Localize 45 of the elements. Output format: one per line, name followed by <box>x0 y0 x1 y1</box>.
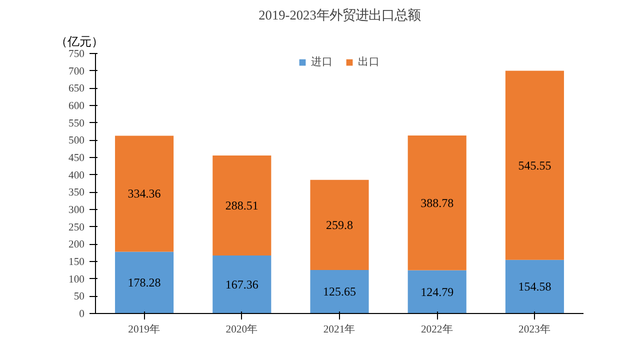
y-tick-label: 250 <box>68 222 84 234</box>
bar <box>115 252 174 314</box>
chart-title: 2019-2023年外贸进出口总额 <box>258 8 420 22</box>
y-tick-label: 650 <box>68 84 84 95</box>
y-tick-label: 700 <box>68 66 84 78</box>
y-tick-label: 600 <box>68 101 84 112</box>
y-tick-label: 500 <box>68 136 84 147</box>
y-tick-label: 450 <box>68 153 84 164</box>
legend-label: 出口 <box>358 55 380 69</box>
x-tick-label: 2020年 <box>226 324 258 336</box>
y-tick-label: 50 <box>74 292 84 303</box>
y-tick-label: 150 <box>68 257 84 268</box>
x-tick-label: 2022年 <box>420 324 454 336</box>
data-label: 178.28 <box>128 276 161 290</box>
bar <box>310 270 369 314</box>
legend-label: 进口 <box>311 55 333 69</box>
data-label: 167.36 <box>225 277 258 292</box>
data-label: 334.36 <box>128 186 161 201</box>
bar <box>212 255 272 314</box>
data-label: 288.51 <box>225 198 258 212</box>
y-axis-title: （亿元） <box>56 34 104 48</box>
bar <box>505 70 564 260</box>
y-tick-label: 300 <box>68 205 84 216</box>
bar <box>505 260 564 314</box>
y-tick-label: 750 <box>68 49 84 60</box>
bar <box>310 180 369 270</box>
data-label: 125.65 <box>323 284 356 299</box>
data-label: 545.55 <box>518 158 552 172</box>
y-tick-label: 100 <box>68 274 84 286</box>
y-tick-label: 400 <box>68 170 84 182</box>
data-label: 154.58 <box>518 280 552 294</box>
y-tick-label: 200 <box>68 240 84 251</box>
bar <box>115 136 174 252</box>
data-label: 259.8 <box>326 218 353 232</box>
x-tick-label: 2023年 <box>518 324 551 336</box>
x-tick-label: 2021年 <box>323 324 356 336</box>
bar <box>408 135 466 270</box>
data-label: 388.78 <box>420 196 454 210</box>
y-tick-label: 550 <box>68 118 84 130</box>
bar <box>212 155 272 256</box>
data-label: 124.79 <box>420 284 454 299</box>
y-tick-label: 350 <box>68 188 84 199</box>
y-tick-label: 0 <box>79 309 84 320</box>
x-tick-label: 2019年 <box>128 324 160 336</box>
bar <box>408 270 466 314</box>
